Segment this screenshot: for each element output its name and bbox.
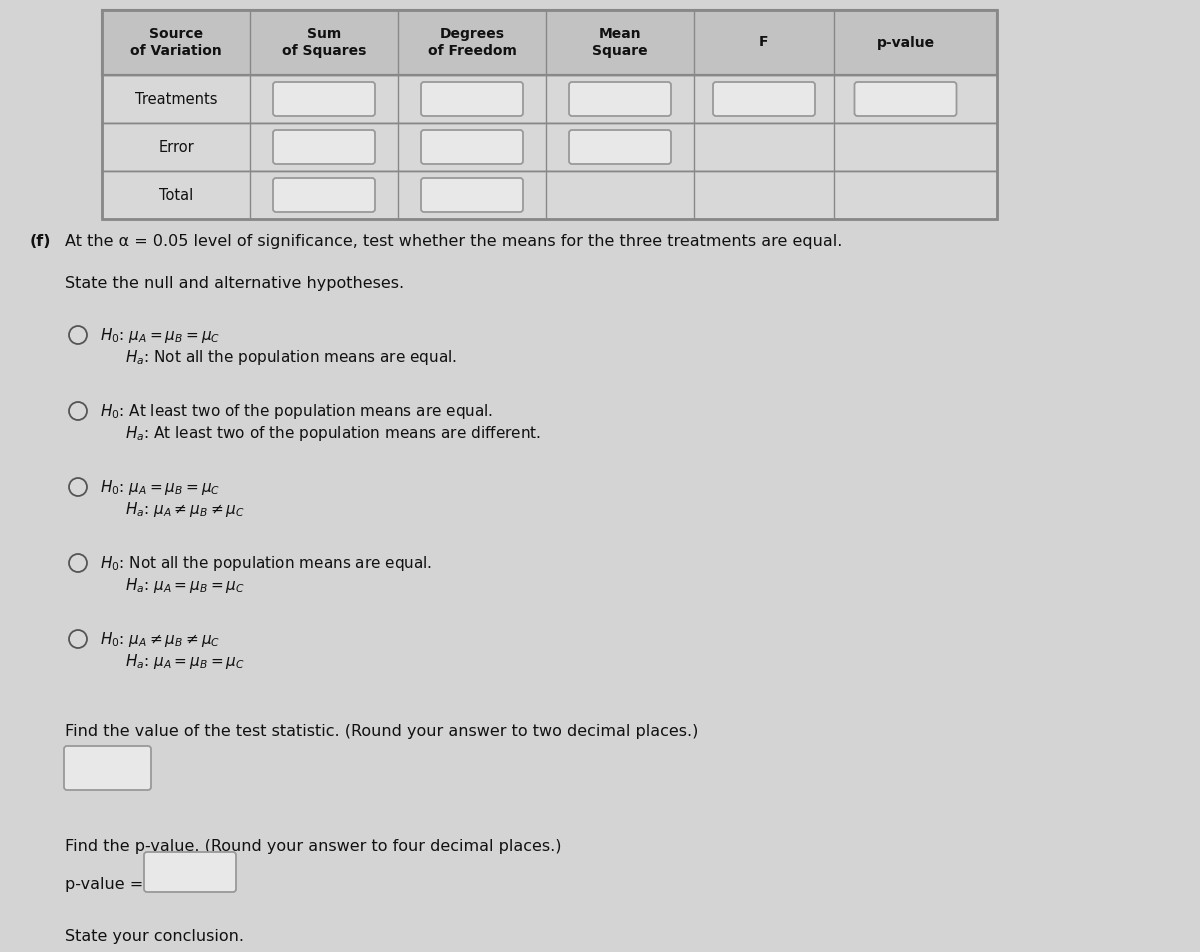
Text: p-value =: p-value = [65,877,143,892]
Bar [102,10,997,75]
Text: $H_0$: At least two of the population means are equal.: $H_0$: At least two of the population me… [100,402,493,421]
Text: Sum
of Squares: Sum of Squares [282,28,366,58]
Text: At the α = 0.05 level of significance, test whether the means for the three trea: At the α = 0.05 level of significance, t… [65,234,842,249]
Text: (f): (f) [30,234,52,249]
Text: p-value: p-value [876,35,935,50]
Circle shape [70,326,88,344]
FancyBboxPatch shape [274,130,374,164]
FancyBboxPatch shape [144,852,236,892]
Text: $H_a$: $\mu_A = \mu_B = \mu_C$: $H_a$: $\mu_A = \mu_B = \mu_C$ [125,576,245,595]
Text: Mean
Square: Mean Square [592,28,648,58]
Text: $H_0$: $\mu_A = \mu_B = \mu_C$: $H_0$: $\mu_A = \mu_B = \mu_C$ [100,326,220,345]
FancyBboxPatch shape [713,82,815,116]
Text: $H_a$: At least two of the population means are different.: $H_a$: At least two of the population me… [125,424,541,443]
FancyBboxPatch shape [569,130,671,164]
Text: Treatments: Treatments [134,91,217,107]
Text: Error: Error [158,140,194,154]
FancyBboxPatch shape [421,130,523,164]
Bar [102,10,997,219]
Bar [102,75,997,123]
Circle shape [70,554,88,572]
Circle shape [70,478,88,496]
FancyBboxPatch shape [274,178,374,212]
Text: Source
of Variation: Source of Variation [130,28,222,58]
FancyBboxPatch shape [421,82,523,116]
FancyBboxPatch shape [854,82,956,116]
FancyBboxPatch shape [274,82,374,116]
FancyBboxPatch shape [569,82,671,116]
Text: Find the p-value. (Round your answer to four decimal places.): Find the p-value. (Round your answer to … [65,839,562,854]
Text: $H_a$: Not all the population means are equal.: $H_a$: Not all the population means are … [125,348,457,367]
FancyBboxPatch shape [421,178,523,212]
Text: F: F [760,35,769,50]
Text: $H_a$: $\mu_A = \mu_B = \mu_C$: $H_a$: $\mu_A = \mu_B = \mu_C$ [125,652,245,671]
Circle shape [70,630,88,648]
Text: $H_0$: Not all the population means are equal.: $H_0$: Not all the population means are … [100,554,432,573]
Text: $H_0$: $\mu_A \neq \mu_B \neq \mu_C$: $H_0$: $\mu_A \neq \mu_B \neq \mu_C$ [100,630,220,649]
Text: $H_0$: $\mu_A = \mu_B = \mu_C$: $H_0$: $\mu_A = \mu_B = \mu_C$ [100,478,220,497]
Bar [102,171,997,219]
Text: State the null and alternative hypotheses.: State the null and alternative hypothese… [65,276,404,291]
FancyBboxPatch shape [64,746,151,790]
Text: Find the value of the test statistic. (Round your answer to two decimal places.): Find the value of the test statistic. (R… [65,724,698,739]
Text: State your conclusion.: State your conclusion. [65,929,244,944]
Circle shape [70,402,88,420]
Bar [102,123,997,171]
Text: Total: Total [158,188,193,203]
Text: $H_a$: $\mu_A \neq \mu_B \neq \mu_C$: $H_a$: $\mu_A \neq \mu_B \neq \mu_C$ [125,500,245,519]
Text: Degrees
of Freedom: Degrees of Freedom [427,28,516,58]
